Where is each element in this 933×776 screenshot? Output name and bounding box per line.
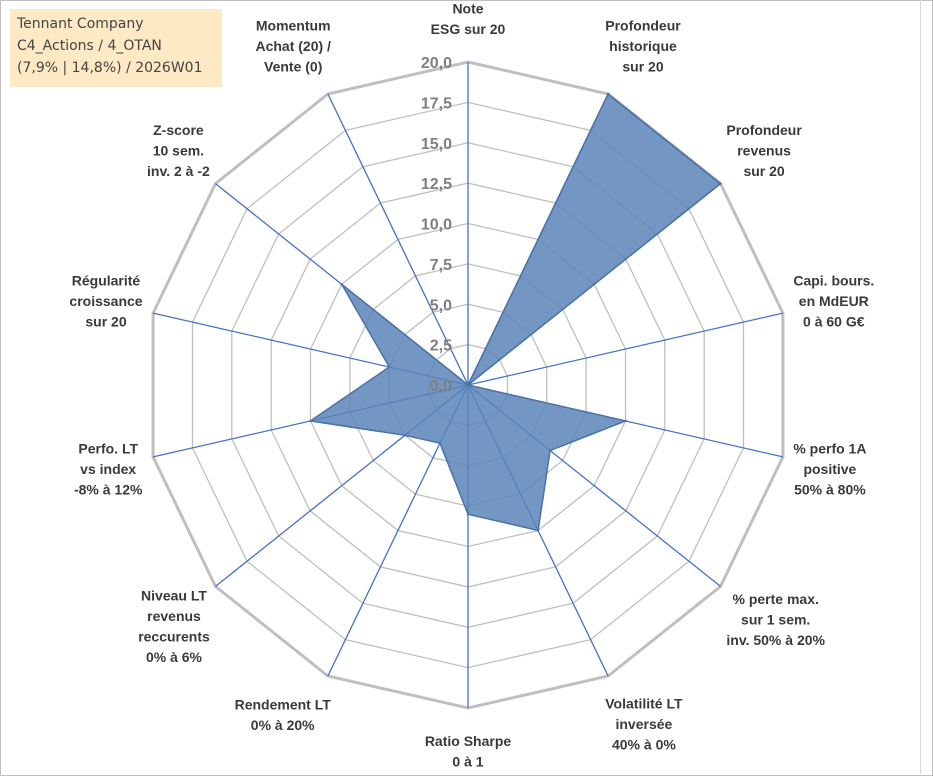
axis-label-4-line-2: 50% à 80%	[794, 481, 866, 497]
company-name: Tennant Company	[17, 16, 144, 32]
axis-label-13-line-0: Momentum	[256, 17, 331, 33]
axis-label-10-line-1: vs index	[80, 461, 136, 477]
axis-label-7-line-1: 0 à 1	[452, 754, 483, 770]
axis-label-12: Z-score 10 sem. inv. 2 à -2	[147, 122, 210, 179]
axis-label-13-line-1: Achat (20) /	[255, 38, 331, 54]
axis-label-6-line-1: inversée	[615, 716, 672, 732]
axis-label-1-line-1: historique	[609, 38, 677, 54]
series-point-7	[466, 513, 470, 516]
axis-label-11-line-0: Régularité	[72, 273, 141, 289]
axis-label-3-line-1: en MdEUR	[799, 293, 869, 309]
series-point-2	[719, 182, 722, 185]
axis-label-11-line-1: croissance	[69, 293, 142, 309]
axis-label-7: Ratio Sharpe 0 à 1	[425, 733, 512, 770]
series-point-1	[606, 92, 610, 96]
axis-label-2: Profondeur revenus sur 20	[726, 122, 802, 179]
axis-label-9-line-0: Niveau LT	[141, 587, 207, 603]
axis-label-7-line-0: Ratio Sharpe	[425, 733, 512, 749]
axis-label-6: Volatilité LT inversée 40% à 0%	[605, 696, 683, 753]
series-point-4	[624, 419, 627, 423]
radar-series	[308, 92, 722, 532]
axis-label-5-line-2: inv. 50% à 20%	[726, 632, 825, 648]
radar-ticks: 0,0 2,5 5,0 7,5 10,0 12,5 15,0 17,5 20,0	[421, 55, 452, 395]
axis-label-3: Capi. bours. en MdEUR 0 à 60 G€	[793, 273, 874, 330]
axis-label-8: Rendement LT 0% à 20%	[235, 697, 332, 734]
series-point-13	[466, 383, 470, 387]
tick-label-8: 20,0	[421, 55, 452, 72]
axis-label-6-line-0: Volatilité LT	[605, 696, 683, 712]
tick-label-5: 12,5	[421, 176, 452, 193]
axis-label-2-line-1: revenus	[737, 142, 791, 158]
axis-label-5-line-0: % perte max.	[733, 591, 819, 607]
performance-line: (7,9% | 14,8%) / 2026W01	[17, 60, 203, 76]
tick-label-7: 17,5	[421, 95, 452, 112]
axis-label-1: Profondeur historique sur 20	[605, 17, 681, 74]
axis-label-5-line-1: sur 1 sem.	[741, 612, 810, 628]
axis-label-0: Note ESG sur 20	[431, 1, 506, 38]
axis-label-9-line-2: reccurents	[138, 628, 210, 644]
axis-label-9-line-1: revenus	[147, 608, 201, 624]
portfolio-line: C4_Actions / 4_OTAN	[17, 38, 162, 54]
axis-label-4-line-1: positive	[803, 461, 856, 477]
series-area	[308, 92, 722, 532]
axis-label-4-line-0: % perfo 1A	[793, 440, 866, 456]
axis-label-12-line-0: Z-score	[153, 122, 204, 138]
axis-label-0-line-1: ESG sur 20	[431, 21, 506, 37]
axis-label-10: Perfo. LT vs index -8% à 12%	[74, 440, 143, 497]
axis-label-4: % perfo 1A positive 50% à 80%	[793, 440, 866, 497]
right-edge-scrollbar	[920, 0, 933, 774]
tick-label-4: 10,0	[421, 217, 452, 234]
axis-label-13: Momentum Achat (20) / Vente (0)	[255, 17, 331, 74]
series-point-9	[403, 434, 407, 437]
axis-label-12-line-2: inv. 2 à -2	[147, 163, 210, 179]
axis-label-3-line-0: Capi. bours.	[793, 273, 874, 289]
series-point-8	[438, 442, 442, 445]
axis-label-0-line-0: Note	[452, 1, 483, 17]
axis-label-6-line-2: 40% à 0%	[612, 737, 676, 753]
axis-label-9: Niveau LT revenus reccurents 0% à 6%	[138, 587, 210, 665]
axis-label-1-line-0: Profondeur	[605, 17, 681, 33]
axis-label-3-line-2: 0 à 60 G€	[803, 314, 865, 330]
axis-label-11: Régularité croissance sur 20	[69, 273, 142, 330]
tick-label-2: 5,0	[430, 297, 452, 314]
axis-label-5: % perte max. sur 1 sem. inv. 50% à 20%	[726, 591, 825, 648]
axis-label-10-line-2: -8% à 12%	[74, 481, 143, 497]
axis-label-11-line-2: sur 20	[85, 314, 126, 330]
axis-label-10-line-0: Perfo. LT	[78, 440, 138, 456]
axis-label-8-line-0: Rendement LT	[235, 697, 332, 713]
axis-label-12-line-1: 10 sem.	[153, 142, 204, 158]
axis-label-8-line-1: 0% à 20%	[251, 717, 315, 733]
axis-label-2-line-0: Profondeur	[726, 122, 802, 138]
axis-label-2-line-2: sur 20	[743, 163, 784, 179]
tick-label-1: 2,5	[430, 338, 452, 355]
series-point-12	[340, 283, 343, 286]
tick-label-3: 7,5	[430, 257, 452, 274]
tick-label-0: 0,0	[430, 378, 452, 395]
radar-axis-labels: Note ESG sur 20 Profondeur historique sur 20…	[69, 1, 874, 770]
spoke-13	[327, 93, 469, 386]
series-point-10	[309, 419, 312, 423]
axis-label-13-line-2: Vente (0)	[264, 58, 322, 74]
series-point-11	[388, 365, 391, 369]
spoke-3	[467, 312, 784, 386]
series-point-5	[548, 449, 552, 452]
tick-label-6: 15,0	[421, 136, 452, 153]
axis-label-9-line-3: 0% à 6%	[146, 649, 203, 665]
axis-label-1-line-2: sur 20	[622, 58, 663, 74]
info-box: Tennant Company C4_Actions / 4_OTAN (7,9…	[10, 9, 222, 87]
series-point-6	[536, 529, 540, 532]
